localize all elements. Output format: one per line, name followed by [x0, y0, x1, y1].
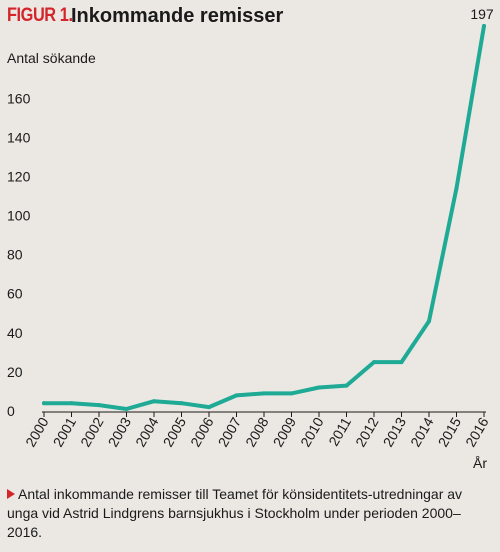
- data-point: [317, 385, 321, 390]
- data-point: [152, 399, 156, 404]
- data-point: [69, 401, 74, 406]
- figure-header: FIGUR 1. Inkommande remisser: [7, 5, 283, 27]
- series-line: [42, 24, 486, 411]
- y-axis-title: Antal sökande: [7, 50, 96, 66]
- y-tick-label: 0: [7, 403, 15, 419]
- x-axis-title: År: [473, 455, 487, 471]
- data-point: [427, 319, 431, 324]
- data-point: [179, 401, 184, 406]
- y-tick-label: 20: [7, 364, 23, 380]
- x-tick-label: 2013: [380, 414, 410, 449]
- y-tick-label: 140: [7, 129, 31, 145]
- x-tick-label: 2007: [215, 414, 245, 449]
- y-tick-label: 100: [7, 208, 31, 224]
- data-point: [207, 405, 211, 410]
- y-tick-label: 120: [7, 168, 31, 184]
- y-tick-label: 60: [7, 286, 23, 302]
- x-tick-label: 2009: [270, 414, 300, 449]
- data-points: [42, 24, 486, 412]
- x-tick-label: 2004: [132, 414, 162, 449]
- data-point: [289, 391, 294, 396]
- x-tick-label: 2011: [325, 414, 354, 448]
- data-point: [124, 407, 129, 412]
- data-point: [262, 391, 266, 396]
- peak-value-label: 197: [470, 6, 494, 22]
- data-point: [344, 383, 349, 388]
- x-tick-label: 2005: [160, 414, 190, 449]
- x-tick-label: 2002: [77, 414, 107, 449]
- figure-caption-block: Antal inkommande remisser till Teamet fö…: [7, 485, 491, 542]
- x-tick-label: 2003: [105, 414, 135, 449]
- x-tick-label: 2010: [297, 414, 327, 449]
- figure-caption: Antal inkommande remisser till Teamet fö…: [7, 486, 463, 540]
- x-tick-label: 2012: [352, 414, 382, 449]
- data-point: [399, 360, 404, 365]
- data-point: [234, 393, 239, 398]
- x-tick-label: 2008: [242, 414, 272, 449]
- data-point: [454, 186, 459, 191]
- figure-title: Inkommande remisser: [71, 5, 284, 27]
- x-tick-label: 2006: [187, 414, 217, 449]
- data-point: [482, 24, 486, 28]
- x-tick-label: 2016: [462, 414, 492, 449]
- data-point: [97, 403, 101, 408]
- y-tick-label: 160: [7, 90, 31, 106]
- data-point: [372, 360, 376, 365]
- x-axis-ticks: 2000200120022003200420052006200720082009…: [22, 412, 492, 449]
- y-tick-label: 80: [7, 247, 23, 263]
- x-tick-label: 2000: [22, 414, 52, 449]
- x-tick-label: 2015: [435, 414, 465, 449]
- data-point: [42, 401, 46, 406]
- y-axis-ticks: 0 20 40 60 80 100 120 140 160: [7, 90, 31, 419]
- x-tick-label: 2014: [407, 414, 437, 449]
- caption-arrow-icon: [7, 489, 15, 499]
- figure-label: FIGUR 1.: [7, 5, 73, 26]
- y-tick-label: 40: [7, 325, 23, 341]
- x-tick-label: 2001: [50, 414, 80, 449]
